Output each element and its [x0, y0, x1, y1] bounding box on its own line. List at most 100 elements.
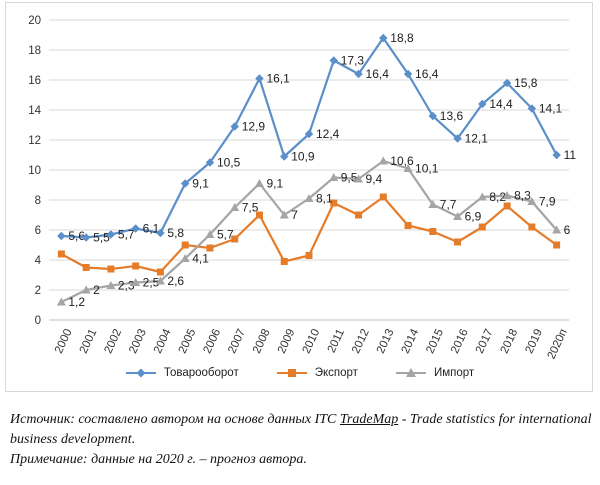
data-label: 5,7	[217, 228, 234, 242]
data-label: 10,5	[217, 156, 241, 170]
data-point	[132, 262, 140, 270]
y-tick-label: 20	[28, 15, 41, 27]
data-point	[106, 281, 116, 289]
legend-label: Товарооборот	[163, 367, 239, 379]
x-tick-label: 2015	[424, 327, 446, 355]
data-point	[403, 164, 413, 172]
data-point	[205, 158, 215, 167]
data-point	[56, 297, 66, 306]
data-label: 10,6	[390, 154, 414, 168]
data-label: 9,5	[341, 171, 358, 185]
data-label: 2,6	[167, 274, 184, 288]
data-point	[329, 173, 339, 181]
data-point	[156, 268, 164, 276]
y-tick-label: 18	[28, 45, 41, 57]
data-label: 6	[564, 223, 571, 237]
x-tick-label: 2019	[523, 327, 545, 355]
data-point	[428, 200, 438, 208]
data-point	[527, 197, 537, 205]
x-tick-label: 2012	[350, 327, 372, 355]
data-label: 5,6	[68, 229, 85, 243]
data-label: 4,1	[192, 252, 209, 266]
data-label: 2,5	[143, 276, 160, 290]
data-point	[106, 230, 116, 239]
x-tick-label: 2002	[102, 327, 124, 355]
series-line	[60, 195, 558, 274]
data-point	[478, 223, 486, 231]
x-tick-label: 2010	[301, 327, 323, 355]
data-point	[330, 199, 338, 207]
x-tick-label: 2016	[449, 327, 471, 355]
data-point	[82, 264, 90, 271]
data-label: 16,1	[266, 72, 290, 86]
data-point	[528, 223, 536, 231]
data-label: 7,9	[539, 195, 556, 209]
data-point	[354, 69, 363, 79]
x-tick-label: 2018	[499, 327, 521, 355]
y-tick-label: 4	[35, 255, 42, 267]
data-point	[81, 285, 91, 294]
x-tick-label: 2013	[375, 327, 397, 355]
data-point	[255, 211, 263, 219]
data-point	[155, 276, 165, 285]
data-point	[230, 122, 239, 131]
data-label: 17,3	[341, 54, 365, 68]
data-label: 13,6	[440, 109, 464, 123]
data-label: 15,8	[514, 76, 538, 90]
data-point	[552, 225, 562, 234]
legend-label: Импорт	[433, 367, 475, 379]
data-point	[404, 222, 412, 229]
data-label: 12,9	[242, 120, 266, 134]
data-point	[477, 192, 487, 201]
data-point	[156, 228, 165, 238]
figure-caption: Источник: составлено автором на основе д…	[10, 410, 595, 470]
data-point	[379, 193, 387, 201]
data-point	[378, 156, 388, 165]
x-tick-label: 2001	[78, 327, 100, 355]
x-tick-label: 2005	[177, 327, 199, 355]
legend-item-trade: Товарооборот	[125, 367, 239, 379]
data-point	[354, 174, 364, 183]
y-tick-label: 0	[35, 315, 41, 327]
data-label: 5,7	[118, 228, 135, 242]
data-point	[429, 228, 437, 235]
data-label: 14,1	[539, 102, 563, 116]
data-label: 5,5	[93, 231, 110, 245]
y-tick-label: 10	[28, 165, 41, 177]
x-tick-label: 2004	[152, 327, 174, 356]
data-label: 2,3	[118, 279, 135, 293]
data-point	[329, 56, 339, 65]
data-point	[553, 241, 561, 249]
data-point	[230, 203, 240, 211]
data-label: 5,8	[167, 226, 184, 240]
x-tick-label: 2017	[474, 327, 496, 355]
data-point	[131, 224, 140, 233]
data-point	[503, 202, 511, 210]
legend: Товарооборот Экспорт Импорт	[0, 367, 600, 379]
data-point	[205, 230, 215, 238]
data-label: 12,4	[316, 127, 340, 141]
caption-note: Примечание: данные на 2020 г. – прогноз …	[10, 452, 307, 467]
data-label: 18,8	[390, 31, 414, 45]
data-label: 14,4	[489, 97, 513, 111]
data-label: 16,4	[366, 67, 390, 81]
data-point	[254, 179, 264, 187]
y-tick-label: 16	[28, 75, 41, 87]
data-point	[552, 150, 561, 160]
data-label: 12,1	[465, 132, 489, 146]
legend-item-import: Импорт	[395, 367, 475, 379]
x-tick-label: 2007	[226, 327, 248, 355]
data-label: 8,2	[489, 190, 506, 204]
x-tick-label: 2000	[53, 327, 75, 355]
data-point	[355, 211, 363, 219]
data-point	[279, 210, 289, 219]
data-label: 11	[564, 148, 577, 162]
data-label: 6,9	[465, 210, 482, 224]
chart-area: 0 2 4 6 8 10 12 14 16 18 20 2000 2001 2002 2003 2004 200…	[5, 2, 593, 392]
data-label: 10,9	[291, 150, 315, 164]
x-tick-label: 2020п	[546, 327, 570, 361]
data-label: 8,1	[316, 192, 333, 206]
data-point	[305, 252, 313, 259]
data-label: 7	[291, 208, 298, 222]
